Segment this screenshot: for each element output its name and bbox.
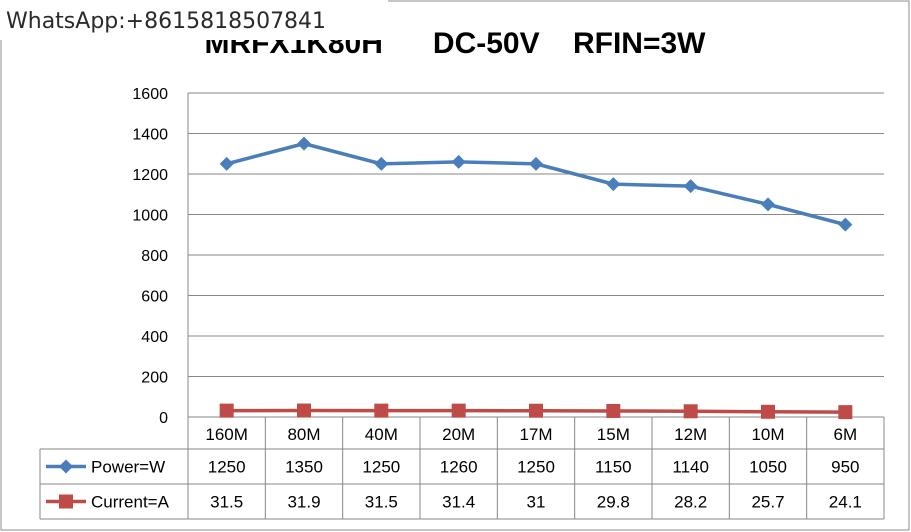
x-category-label: 160M — [205, 425, 248, 444]
gridlines — [187, 92, 884, 418]
data-point-square — [451, 403, 466, 418]
table-cell-value: 31.5 — [365, 493, 398, 512]
watermark-text: WhatsApp:+8615818507841 — [6, 9, 326, 34]
watermark-background — [0, 0, 388, 40]
y-tick-label: 200 — [141, 370, 168, 387]
data-point-square — [374, 403, 389, 418]
y-tick-label: 400 — [141, 329, 168, 346]
table-cell-value: 1250 — [208, 458, 246, 477]
x-category-label: 17M — [519, 425, 552, 444]
x-category-label: 10M — [751, 425, 784, 444]
data-point-square — [838, 405, 853, 420]
table-cell-value: 1350 — [285, 458, 323, 477]
data-point-diamond — [529, 156, 543, 171]
table-cell-value: 31.9 — [287, 493, 320, 512]
y-tick-label: 1400 — [132, 127, 168, 144]
data-point-diamond — [374, 156, 389, 171]
table-cell-value: 31.4 — [442, 493, 475, 512]
x-category-label: 15M — [597, 425, 630, 444]
y-tick-label: 1200 — [132, 167, 168, 184]
table-cell-value: 1260 — [440, 458, 478, 477]
legend-marker-square — [59, 494, 73, 509]
table-cell-value: 950 — [831, 458, 859, 477]
table-cell-value: 24.1 — [829, 493, 862, 512]
table-cell-value: 1250 — [362, 458, 400, 477]
table-cell-value: 1250 — [517, 458, 555, 477]
y-axis-ticks: 0 200 400 600 800 1000 1200 1400 1600 — [132, 86, 168, 427]
table-cell-value: 25.7 — [751, 493, 784, 512]
legend-marker-diamond — [59, 459, 73, 474]
data-point-square — [683, 404, 698, 419]
data-point-diamond — [838, 217, 853, 232]
data-point-diamond — [761, 197, 775, 212]
data-point-square — [297, 403, 311, 418]
data-point-square — [606, 403, 621, 418]
x-category-label: 40M — [365, 425, 398, 444]
y-tick-label: 1600 — [132, 86, 168, 103]
y-tick-label: 800 — [141, 248, 168, 265]
table-cell-value: 28.2 — [674, 493, 707, 512]
data-point-square — [761, 404, 775, 419]
data-point-square — [219, 403, 234, 418]
data-point-square — [529, 403, 543, 418]
x-category-label: 12M — [674, 425, 707, 444]
table-cell-value: 1150 — [595, 458, 632, 477]
data-point-diamond — [683, 179, 698, 194]
y-tick-label: 600 — [141, 289, 168, 306]
x-category-label: 80M — [287, 425, 320, 444]
table-cell-value: 1140 — [672, 458, 709, 477]
x-category-label: 6M — [834, 425, 858, 444]
data-point-diamond — [219, 156, 234, 171]
x-category-label: 20M — [442, 425, 475, 444]
data-point-diamond — [606, 177, 621, 192]
table-cell-value: 31.5 — [210, 493, 243, 512]
y-tick-label: 1000 — [132, 208, 168, 225]
series-layer — [219, 136, 853, 420]
legend-label: Power=W — [91, 458, 165, 477]
table-cell-value: 1050 — [749, 458, 787, 477]
legend-label: Current=A — [91, 493, 170, 512]
y-tick-label: 0 — [159, 410, 168, 427]
data-point-diamond — [451, 154, 466, 169]
table-cell-value: 31 — [527, 493, 546, 512]
data-point-diamond — [297, 136, 311, 151]
table-cell-value: 29.8 — [597, 493, 630, 512]
